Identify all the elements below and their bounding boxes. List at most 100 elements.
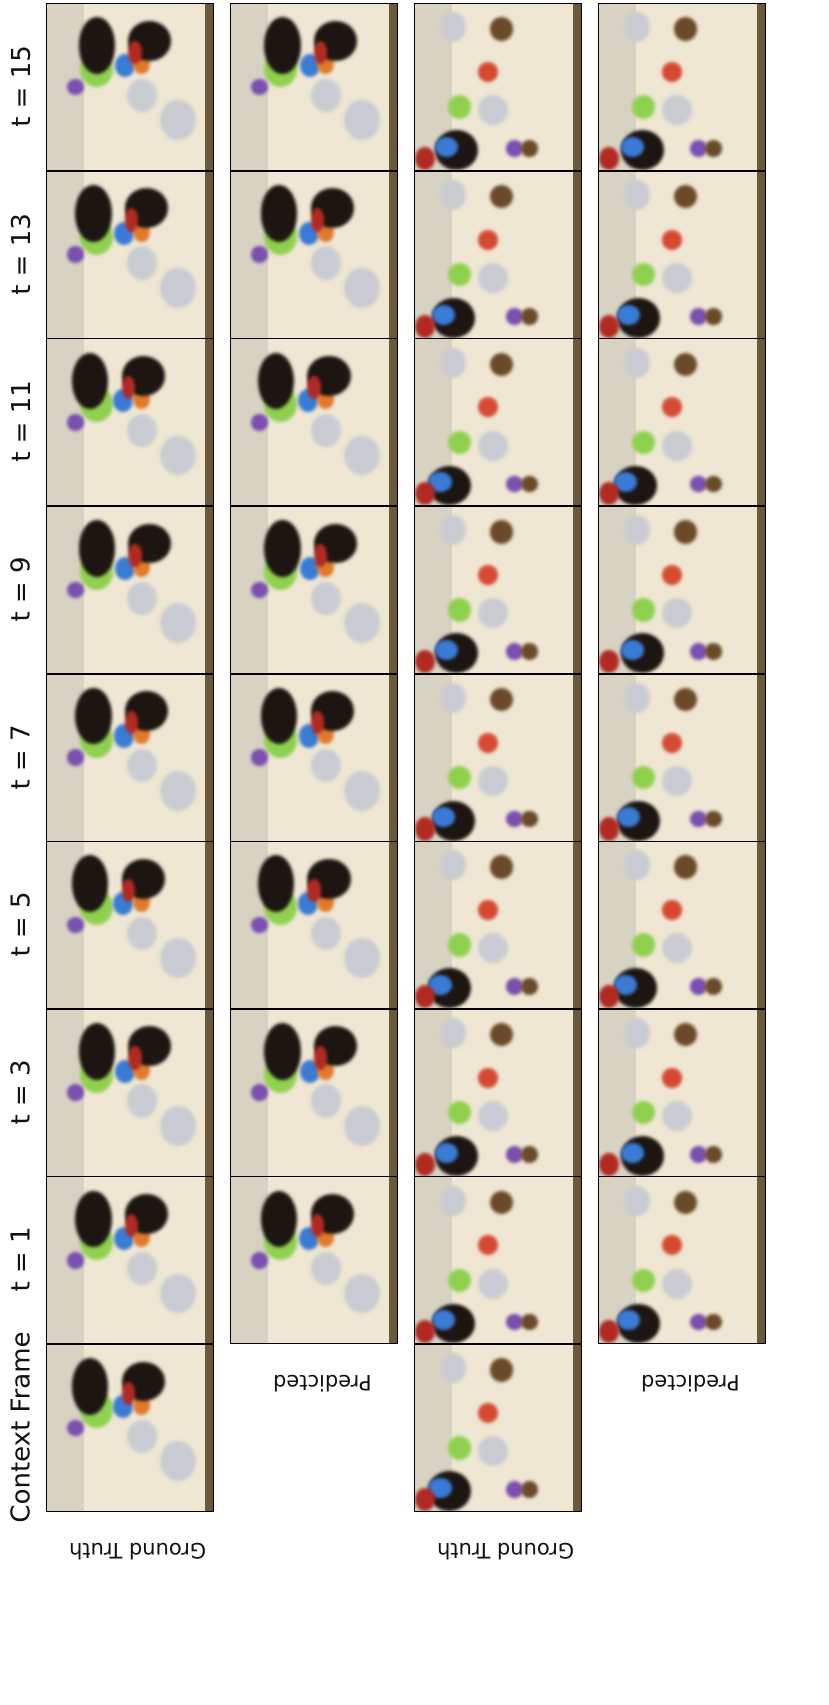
robot-arm <box>257 352 295 410</box>
robot-gripper-band <box>121 1381 135 1405</box>
purple-object <box>66 246 84 264</box>
silver-object <box>439 682 467 713</box>
brown-object <box>673 1190 697 1214</box>
table-edge <box>572 339 581 506</box>
silver-object <box>439 347 467 378</box>
silver-object <box>126 749 157 783</box>
silver-object <box>439 1018 467 1048</box>
silver-object <box>662 1268 692 1299</box>
silver-object <box>126 414 157 448</box>
robot-gripper-band <box>599 1152 619 1176</box>
row-label: Predicted <box>230 1362 414 1402</box>
purple-object <box>506 1481 523 1498</box>
purple-object <box>690 475 707 493</box>
row-label-text: Predicted <box>272 1370 372 1394</box>
column-label-text: t = 13 <box>7 213 37 295</box>
brown-object <box>489 855 513 879</box>
brown-object <box>521 978 538 995</box>
video-frame <box>414 673 582 842</box>
video-frame <box>46 673 214 842</box>
silver-object <box>662 430 692 461</box>
brown-object <box>489 1190 513 1214</box>
brown-object <box>489 1358 513 1382</box>
table-edge <box>572 1345 581 1511</box>
robot-gripper-band <box>415 817 435 841</box>
robot-arm <box>78 17 116 74</box>
blue-object <box>620 1142 644 1163</box>
video-frame <box>598 1176 766 1345</box>
red-spoon <box>478 900 498 921</box>
row-label-text: Ground Truth <box>69 1538 207 1562</box>
robot-arm <box>75 687 112 745</box>
robot-arm <box>71 1358 109 1415</box>
brown-object <box>489 687 513 712</box>
brown-object <box>521 140 538 157</box>
silver-object <box>310 1084 341 1118</box>
silver-object <box>439 180 467 210</box>
blue-object <box>428 472 452 493</box>
silver-object <box>478 765 508 796</box>
brown-object <box>673 17 697 41</box>
robot-gripper-band <box>415 984 435 1009</box>
silver-object <box>439 12 467 43</box>
silver-object <box>623 12 651 43</box>
video-frame <box>46 506 214 674</box>
brown-object <box>521 643 538 660</box>
robot-arm <box>264 520 301 577</box>
purple-object <box>690 1313 707 1331</box>
robot-arm <box>264 17 301 74</box>
purple-object <box>690 978 707 995</box>
purple-object <box>66 1419 84 1437</box>
silver-object <box>159 938 197 979</box>
robot-arm <box>71 352 109 410</box>
red-spoon <box>662 62 682 83</box>
robot-arm <box>257 855 295 912</box>
purple-object <box>66 1084 84 1102</box>
silver-object <box>478 430 508 461</box>
purple-object <box>66 78 84 96</box>
video-frame <box>46 3 214 172</box>
robot-gripper-band <box>314 40 328 64</box>
red-spoon <box>478 1403 498 1423</box>
silver-object <box>439 850 467 881</box>
blue-object <box>434 1142 459 1163</box>
video-frame <box>230 506 398 674</box>
purple-object <box>250 246 268 264</box>
video-frame <box>230 841 398 1010</box>
red-spoon <box>662 732 682 753</box>
silver-object <box>310 78 341 113</box>
table-edge <box>204 1345 213 1511</box>
silver-object <box>662 1101 692 1131</box>
video-frame <box>46 338 214 507</box>
blue-object <box>431 1310 455 1331</box>
purple-object <box>690 140 707 157</box>
blue-object <box>617 1310 641 1331</box>
robot-gripper-band <box>415 314 435 338</box>
column-label-text: t = 3 <box>7 1059 37 1125</box>
green-object <box>448 765 472 790</box>
robot-arm <box>260 185 298 242</box>
table-edge <box>572 842 581 1009</box>
table-edge <box>756 842 765 1009</box>
red-spoon <box>662 229 682 250</box>
robot-gripper-band <box>314 543 328 567</box>
blue-object <box>431 304 455 325</box>
column-label-text: t = 11 <box>7 380 37 463</box>
silver-object <box>159 1441 197 1482</box>
video-frame <box>46 1008 214 1177</box>
green-object <box>632 95 656 119</box>
robot-arm <box>78 520 116 577</box>
row-label: Predicted <box>598 1362 782 1402</box>
red-spoon <box>662 565 682 585</box>
brown-object <box>521 1145 538 1163</box>
video-frame <box>414 841 582 1010</box>
robot-gripper-band <box>307 375 321 400</box>
silver-object <box>623 850 651 881</box>
purple-object <box>506 475 523 493</box>
silver-object <box>343 435 381 476</box>
video-frame <box>46 1176 214 1345</box>
red-spoon <box>478 732 498 753</box>
table-edge <box>756 339 765 506</box>
robot-arm <box>260 1190 298 1248</box>
brown-object <box>705 1313 722 1331</box>
